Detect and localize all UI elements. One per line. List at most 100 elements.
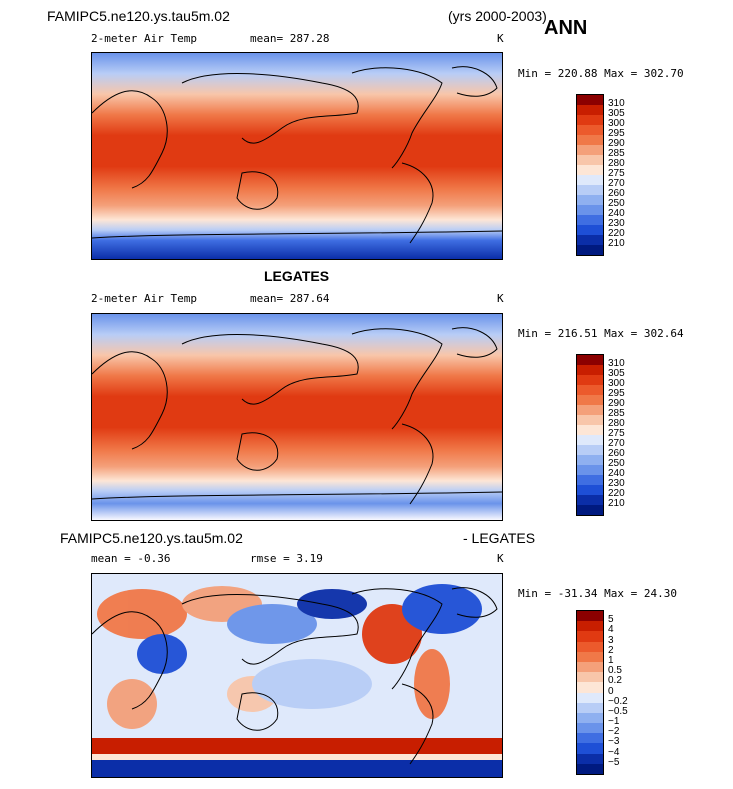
colorbar-swatch xyxy=(577,405,603,415)
colorbar-swatch xyxy=(577,135,603,145)
difference-map xyxy=(91,573,503,778)
temperature-map-obs xyxy=(91,313,503,521)
colorbar-swatch xyxy=(577,712,603,724)
colorbar-label: 230 xyxy=(608,478,625,489)
mean-label: mean = -0.36 xyxy=(91,552,171,565)
colorbar-swatch xyxy=(577,611,603,622)
colorbar-swatch xyxy=(577,205,603,215)
colorbar-swatch xyxy=(577,125,603,135)
colorbar-label: 1 xyxy=(608,654,614,666)
colorbar-model xyxy=(576,94,604,256)
colorbar-swatch xyxy=(577,395,603,405)
colorbar-label: 250 xyxy=(608,198,625,209)
colorbar-swatch xyxy=(577,723,603,734)
colorbar-swatch xyxy=(577,235,603,245)
colorbar-swatch xyxy=(577,175,603,185)
field-label: 2-meter Air Temp xyxy=(91,292,197,305)
colorbar-swatch xyxy=(577,682,603,693)
colorbar-swatch xyxy=(577,753,603,764)
colorbar-label: 240 xyxy=(608,468,625,479)
colorbar-swatch xyxy=(577,445,603,455)
season-label: ANN xyxy=(544,17,588,39)
colorbar-label: 275 xyxy=(608,168,625,179)
colorbar-label: 2 xyxy=(608,644,614,656)
mean-label: mean= 287.64 xyxy=(250,292,330,305)
colorbar-label: 300 xyxy=(608,118,625,129)
colorbar-swatch xyxy=(577,505,603,515)
colorbar-diff xyxy=(576,610,604,775)
case-title: FAMIPC5.ne120.ys.tau5m.02 xyxy=(47,8,230,24)
colorbar-swatch xyxy=(577,763,603,774)
colorbar-label: 220 xyxy=(608,228,625,239)
years-label: (yrs 2000-2003) xyxy=(448,8,547,24)
colorbar-label: 305 xyxy=(608,108,625,119)
units-label: K xyxy=(497,552,504,565)
colorbar-swatch xyxy=(577,115,603,125)
colorbar-label: 310 xyxy=(608,98,625,109)
colorbar-swatch xyxy=(577,415,603,425)
rmse-label: rmse = 3.19 xyxy=(250,552,323,565)
diff-case-title: FAMIPC5.ne120.ys.tau5m.02 xyxy=(60,530,243,546)
colorbar-swatch xyxy=(577,692,603,703)
colorbar-label: 305 xyxy=(608,368,625,379)
units-label: K xyxy=(497,32,504,45)
colorbar-swatch xyxy=(577,702,603,713)
colorbar-label: −2 xyxy=(608,726,620,738)
colorbar-swatch xyxy=(577,495,603,505)
diff-obs-title: - LEGATES xyxy=(463,530,536,546)
colorbar-label: 270 xyxy=(608,178,625,189)
colorbar-swatch xyxy=(577,621,603,632)
colorbar-label: 300 xyxy=(608,378,625,389)
temperature-map-model xyxy=(91,52,503,260)
colorbar-label: 290 xyxy=(608,398,625,409)
colorbar-label: 270 xyxy=(608,438,625,449)
colorbar-label: 285 xyxy=(608,408,625,419)
colorbar-label: 230 xyxy=(608,218,625,229)
minmax-label: Min = 220.88 Max = 302.70 xyxy=(518,67,684,80)
colorbar-label: 285 xyxy=(608,148,625,159)
colorbar-label: 260 xyxy=(608,448,625,459)
colorbar-swatch xyxy=(577,355,603,365)
colorbar-swatch xyxy=(577,385,603,395)
colorbar-swatch xyxy=(577,475,603,485)
map-graphic xyxy=(92,53,502,259)
obs-title: LEGATES xyxy=(264,268,330,284)
colorbar-swatch xyxy=(577,465,603,475)
colorbar-label: 4 xyxy=(608,624,614,636)
colorbar-label: −3 xyxy=(608,736,620,748)
colorbar-label: 310 xyxy=(608,358,625,369)
colorbar-swatch xyxy=(577,672,603,683)
colorbar-label: 240 xyxy=(608,208,625,219)
colorbar-label: 280 xyxy=(608,418,625,429)
field-label: 2-meter Air Temp xyxy=(91,32,197,45)
colorbar-swatch xyxy=(577,245,603,255)
colorbar-label: −0.2 xyxy=(608,695,628,707)
colorbar-label: 275 xyxy=(608,428,625,439)
colorbar-swatch xyxy=(577,165,603,175)
colorbar-swatch xyxy=(577,641,603,652)
colorbar-swatch xyxy=(577,485,603,495)
minmax-label: Min = 216.51 Max = 302.64 xyxy=(518,327,684,340)
minmax-label: Min = -31.34 Max = 24.30 xyxy=(518,587,677,600)
colorbar-swatch xyxy=(577,651,603,662)
units-label: K xyxy=(497,292,504,305)
colorbar-label: 0 xyxy=(608,685,614,697)
colorbar-label: −4 xyxy=(608,746,620,758)
colorbar-label: −1 xyxy=(608,716,620,728)
colorbar-label: 280 xyxy=(608,158,625,169)
colorbar-swatch xyxy=(577,155,603,165)
colorbar-label: 260 xyxy=(608,188,625,199)
colorbar-label: 220 xyxy=(608,488,625,499)
mean-label: mean= 287.28 xyxy=(250,32,330,45)
colorbar-swatch xyxy=(577,145,603,155)
colorbar-label: 295 xyxy=(608,388,625,399)
colorbar-swatch xyxy=(577,185,603,195)
map-graphic xyxy=(92,314,502,520)
colorbar-label: 5 xyxy=(608,614,614,626)
colorbar-label: 250 xyxy=(608,458,625,469)
colorbar-swatch xyxy=(577,375,603,385)
colorbar-obs xyxy=(576,354,604,516)
colorbar-swatch xyxy=(577,195,603,205)
colorbar-swatch xyxy=(577,435,603,445)
colorbar-label: 290 xyxy=(608,138,625,149)
